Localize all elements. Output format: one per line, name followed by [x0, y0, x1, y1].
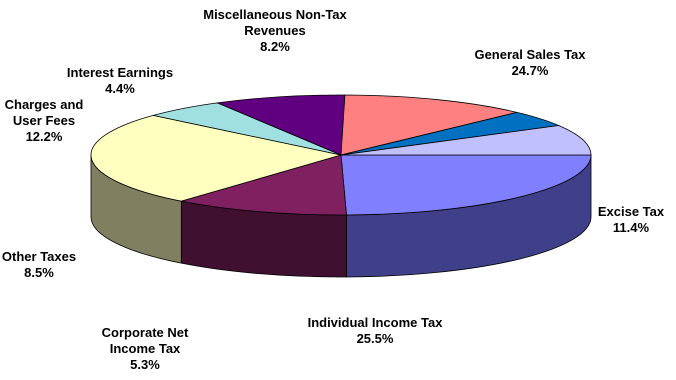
- label-charges-and-user-fees-name-2: User Fees: [12, 113, 76, 128]
- label-interest-earnings-pct: 4.4%: [105, 81, 135, 96]
- label-interest-earnings-name: Interest Earnings: [66, 65, 174, 80]
- pie-slice-charges-and-user-fees: [340, 94, 518, 156]
- label-general-sales-tax: General Sales Tax 24.7%: [455, 47, 605, 79]
- label-excise-tax: Excise Tax 11.4%: [588, 204, 674, 236]
- label-misc-non-tax-revenues-name-1: Miscellaneous Non-Tax: [203, 7, 347, 22]
- label-excise-tax-pct: 11.4%: [612, 220, 650, 235]
- label-corporate-net-income-tax: Corporate Net Income Tax 5.3%: [80, 325, 210, 373]
- pie-slice-excise-tax: [181, 154, 347, 216]
- label-general-sales-tax-name: General Sales Tax: [474, 47, 586, 62]
- pie-slice-other-taxes: [215, 94, 346, 156]
- label-individual-income-tax: Individual Income Tax 25.5%: [290, 315, 460, 347]
- label-misc-non-tax-revenues-pct: 8.2%: [260, 39, 290, 54]
- label-general-sales-tax-pct: 24.7%: [511, 63, 549, 78]
- label-charges-and-user-fees-pct: 12.2%: [25, 129, 63, 144]
- label-charges-and-user-fees: Charges and User Fees 12.2%: [0, 97, 88, 145]
- pie-sides: [90, 154, 592, 278]
- label-corporate-net-income-tax-pct: 5.3%: [130, 357, 160, 372]
- pie-top: [90, 94, 592, 216]
- pie-slice-general-sales-tax: [340, 154, 592, 216]
- label-other-taxes-name: Other Taxes: [1, 249, 77, 264]
- label-other-taxes-pct: 8.5%: [24, 265, 54, 280]
- label-charges-and-user-fees-name-1: Charges and: [4, 97, 84, 112]
- label-individual-income-tax-name: Individual Income Tax: [307, 315, 443, 330]
- pie-slice-individual-income-tax: [90, 114, 342, 202]
- label-misc-non-tax-revenues: Miscellaneous Non-Tax Revenues 8.2%: [180, 7, 370, 55]
- label-individual-income-tax-pct: 25.5%: [356, 331, 394, 346]
- label-corporate-net-income-tax-name-2: Income Tax: [109, 341, 181, 356]
- label-other-taxes: Other Taxes 8.5%: [0, 249, 78, 281]
- label-corporate-net-income-tax-name-1: Corporate Net: [101, 325, 189, 340]
- label-interest-earnings: Interest Earnings 4.4%: [50, 65, 190, 97]
- label-excise-tax-name: Excise Tax: [597, 204, 665, 219]
- pie-slice-miscellaneous-non-tax-revenues: [340, 125, 592, 156]
- label-misc-non-tax-revenues-name-2: Revenues: [244, 23, 306, 38]
